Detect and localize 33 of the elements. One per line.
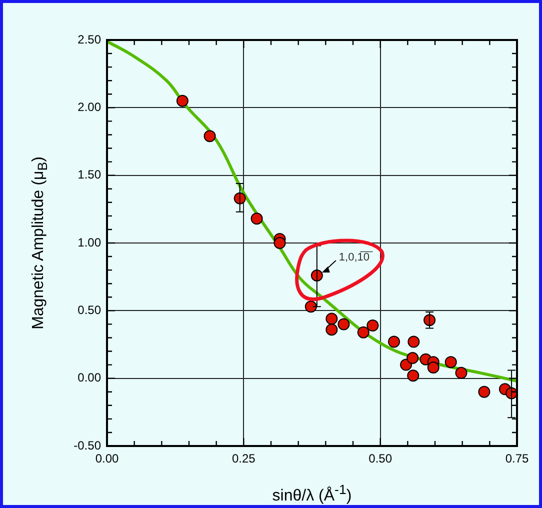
x-tick-label: 0.75 <box>505 452 529 466</box>
point <box>406 352 419 364</box>
y-tick-label: 1.50 <box>78 168 102 182</box>
line-series <box>107 40 517 383</box>
y-tick-label: -0.50 <box>74 438 102 452</box>
y-tick-label: 0.00 <box>78 370 102 385</box>
point <box>388 336 400 348</box>
point <box>204 130 216 142</box>
y-tick-label: 2.00 <box>78 100 102 114</box>
point <box>274 237 286 249</box>
point <box>408 336 420 348</box>
point <box>326 312 338 325</box>
point <box>366 320 379 332</box>
point <box>427 362 440 374</box>
point <box>444 356 457 368</box>
point <box>478 386 490 398</box>
point <box>400 358 412 371</box>
point <box>304 300 317 313</box>
point <box>407 370 420 382</box>
point <box>455 366 468 379</box>
point <box>326 324 338 336</box>
point <box>357 326 370 338</box>
x-tick-label: 0.00 <box>95 452 119 466</box>
x-tick-label: 0.50 <box>368 452 392 466</box>
x-axis-title: sinθ/λ (Å$^{-1}$) <box>271 482 353 506</box>
y-tick-label: 1.00 <box>78 235 102 250</box>
y-tick-label: 2.50 <box>78 32 102 46</box>
x-tick-label: 0.25 <box>232 452 256 466</box>
annotation: 1,0,1̅0̅ <box>338 250 374 264</box>
point <box>176 94 188 107</box>
point <box>250 212 263 225</box>
y-tick-label: 0.50 <box>78 302 102 317</box>
point <box>338 318 350 330</box>
